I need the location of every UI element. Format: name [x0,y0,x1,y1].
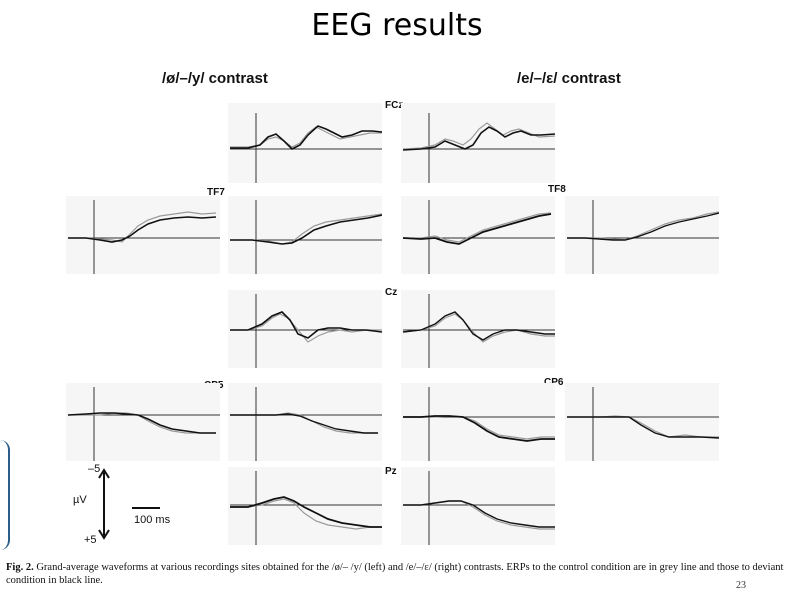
waveform-panel-tf8-left [401,196,555,274]
waveform-panel-tf8-right [565,196,719,274]
site-label-tf7: TF7 [207,187,225,198]
waveform-panel-tf7-right [228,196,382,274]
waveform-panel-cp5-left [66,383,220,461]
right-contrast-title: /e/–/ε/ contrast [517,70,621,87]
scale-bottom-value: +5 [84,534,97,546]
figure-caption-label: Fig. 2. [6,562,34,573]
site-label-tf8: TF8 [548,184,566,195]
waveform-panel-cp5-right [228,383,382,461]
scale-unit: µV [73,494,87,506]
slide-title: EEG results [311,8,483,43]
site-label-cz: Cz [385,287,398,298]
waveform-panel-fcz-left [228,103,382,183]
site-label-cp6: CP6 [544,377,563,388]
site-label-pz: Pz [385,466,397,477]
page-number: 23 [736,580,746,591]
figure-caption-text: Grand-average waveforms at various recor… [6,562,784,586]
waveform-panel-pz-left [228,467,382,545]
left-contrast-title: /ø/–/y/ contrast [162,70,268,87]
scale-time-label: 100 ms [134,514,171,526]
waveform-panel-pz-right [401,467,555,545]
scale-bar-icon [98,468,160,540]
site-label-fcz: FCz [385,100,404,111]
figure-caption: Fig. 2. Grand-average waveforms at vario… [6,561,786,587]
waveform-panel-tf7-left [66,196,220,274]
slide-decoration [0,440,10,550]
scale-top-value: –5 [88,463,101,475]
waveform-panel-cp6-left [401,383,555,461]
waveform-panel-cp6-right [565,383,719,461]
waveform-panel-cz-right [401,290,555,368]
waveform-panel-fcz-right [401,103,555,183]
waveform-panel-cz-left [228,290,382,368]
